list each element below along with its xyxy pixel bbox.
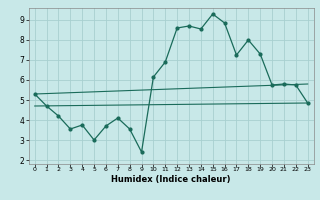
X-axis label: Humidex (Indice chaleur): Humidex (Indice chaleur) xyxy=(111,175,231,184)
